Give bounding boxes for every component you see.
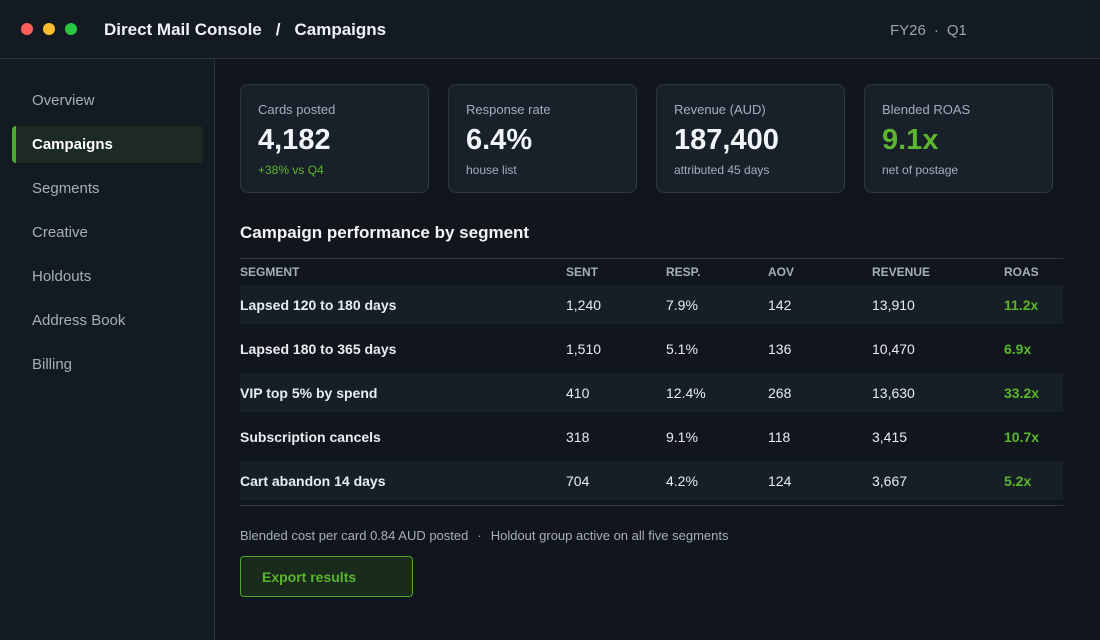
table-row[interactable]: Lapsed 120 to 180 days 1,240 7.9% 142 13… bbox=[240, 285, 1063, 329]
close-window-button[interactable] bbox=[21, 23, 33, 35]
table-row[interactable]: Subscription cancels 318 9.1% 118 3,415 … bbox=[240, 417, 1063, 461]
row-background bbox=[240, 461, 1063, 500]
kpi-value: 187,400 bbox=[674, 124, 779, 156]
segment-name: Lapsed 180 to 365 days bbox=[240, 340, 397, 357]
column-header-aov[interactable]: AOV bbox=[768, 265, 795, 279]
table-title: Campaign performance by segment bbox=[240, 223, 530, 242]
minimize-window-button[interactable] bbox=[43, 23, 55, 35]
sidebar-item-address-book[interactable]: Address Book bbox=[12, 302, 203, 339]
footnote-separator: · bbox=[477, 528, 482, 543]
kpi-subtitle: house list bbox=[466, 163, 517, 177]
aov-value: 268 bbox=[768, 384, 792, 401]
aov-value: 124 bbox=[768, 472, 792, 489]
aov-value: 118 bbox=[768, 428, 791, 445]
sidebar-item-label: Campaigns bbox=[32, 136, 113, 153]
breadcrumb: Direct Mail Console / Campaigns bbox=[104, 20, 386, 40]
kpi-card-response-rate: Response rate 6.4% house list bbox=[448, 84, 637, 193]
column-header-roas[interactable]: ROAS bbox=[1004, 265, 1039, 279]
column-header-response[interactable]: RESP. bbox=[666, 265, 701, 279]
sent-count: 410 bbox=[566, 384, 590, 401]
table-row[interactable]: Cart abandon 14 days 704 4.2% 124 3,667 … bbox=[240, 461, 1063, 505]
response-rate: 7.9% bbox=[666, 296, 698, 313]
window-controls bbox=[21, 23, 77, 35]
sent-count: 704 bbox=[566, 472, 590, 489]
kpi-value: 4,182 bbox=[258, 124, 331, 156]
sidebar-item-label: Overview bbox=[32, 92, 95, 109]
sent-count: 318 bbox=[566, 428, 590, 445]
sidebar-item-holdouts[interactable]: Holdouts bbox=[12, 258, 203, 295]
aov-value: 136 bbox=[768, 340, 792, 357]
aov-value: 142 bbox=[768, 296, 792, 313]
column-header-sent[interactable]: SENT bbox=[566, 265, 599, 279]
sidebar-item-label: Segments bbox=[32, 180, 100, 197]
segment-performance-table: SEGMENT SENT RESP. AOV REVENUE ROAS Laps… bbox=[240, 258, 1063, 505]
revenue-value: 13,910 bbox=[872, 296, 915, 313]
segment-name: VIP top 5% by spend bbox=[240, 384, 378, 401]
row-background bbox=[240, 285, 1063, 324]
footnote-cost: Blended cost per card 0.84 AUD posted bbox=[240, 528, 469, 543]
sidebar-item-overview[interactable]: Overview bbox=[12, 82, 203, 119]
segment-name: Cart abandon 14 days bbox=[240, 472, 386, 489]
segment-name: Subscription cancels bbox=[240, 428, 381, 445]
kpi-label: Revenue (AUD) bbox=[674, 102, 766, 117]
period-separator: · bbox=[933, 22, 939, 39]
response-rate: 5.1% bbox=[666, 340, 698, 357]
footnote: Blended cost per card 0.84 AUD posted · … bbox=[240, 528, 728, 543]
sidebar-item-label: Address Book bbox=[32, 312, 126, 329]
roas-value: 11.2x bbox=[1004, 296, 1039, 313]
table-divider bbox=[240, 505, 1063, 506]
title-bar: Direct Mail Console / Campaigns FY26 · Q… bbox=[0, 0, 1100, 59]
revenue-value: 3,667 bbox=[872, 472, 908, 489]
response-rate: 9.1% bbox=[666, 428, 698, 445]
sidebar-item-billing[interactable]: Billing bbox=[12, 346, 203, 383]
sent-count: 1,510 bbox=[566, 340, 602, 357]
roas-value: 5.2x bbox=[1004, 472, 1032, 489]
roas-value: 10.7x bbox=[1004, 428, 1040, 445]
kpi-label: Blended ROAS bbox=[882, 102, 971, 117]
kpi-value: 9.1x bbox=[882, 124, 939, 156]
table-header-row: SEGMENT SENT RESP. AOV REVENUE ROAS bbox=[240, 259, 1063, 285]
period-indicator: FY26 · Q1 bbox=[890, 22, 967, 39]
kpi-value: 6.4% bbox=[466, 124, 533, 156]
sidebar-item-segments[interactable]: Segments bbox=[12, 170, 203, 207]
revenue-value: 13,630 bbox=[872, 384, 915, 401]
kpi-subtitle: net of postage bbox=[882, 163, 959, 177]
segment-name: Lapsed 120 to 180 days bbox=[240, 296, 397, 313]
response-rate: 4.2% bbox=[666, 472, 698, 489]
breadcrumb-app-name[interactable]: Direct Mail Console bbox=[104, 20, 262, 39]
kpi-card-cards-posted: Cards posted 4,182 +38% vs Q4 bbox=[240, 84, 429, 193]
kpi-label: Cards posted bbox=[258, 102, 336, 117]
export-button-label: Export results bbox=[262, 568, 357, 585]
roas-value: 33.2x bbox=[1004, 384, 1040, 401]
table-row[interactable]: VIP top 5% by spend 410 12.4% 268 13,630… bbox=[240, 373, 1063, 417]
sidebar-item-campaigns[interactable]: Campaigns bbox=[12, 126, 203, 163]
kpi-label: Response rate bbox=[466, 102, 551, 117]
period-year: FY26 bbox=[890, 22, 926, 39]
breadcrumb-separator: / bbox=[275, 20, 281, 39]
sidebar: Overview Campaigns Segments Creative Hol… bbox=[0, 59, 215, 640]
kpi-card-revenue: Revenue (AUD) 187,400 attributed 45 days bbox=[656, 84, 845, 193]
sidebar-item-creative[interactable]: Creative bbox=[12, 214, 203, 251]
revenue-value: 3,415 bbox=[872, 428, 908, 445]
breadcrumb-section: Campaigns bbox=[294, 20, 387, 39]
period-quarter: Q1 bbox=[946, 22, 967, 39]
export-results-button[interactable]: Export results bbox=[240, 556, 413, 597]
sidebar-item-label: Creative bbox=[32, 224, 88, 241]
sidebar-item-label: Billing bbox=[32, 356, 73, 373]
kpi-delta: +38% vs Q4 bbox=[258, 163, 324, 177]
column-header-segment[interactable]: SEGMENT bbox=[240, 265, 300, 279]
column-header-revenue[interactable]: REVENUE bbox=[872, 265, 931, 279]
revenue-value: 10,470 bbox=[872, 340, 915, 357]
sent-count: 1,240 bbox=[566, 296, 602, 313]
maximize-window-button[interactable] bbox=[65, 23, 77, 35]
kpi-subtitle: attributed 45 days bbox=[674, 163, 770, 177]
row-background bbox=[240, 373, 1063, 412]
response-rate: 12.4% bbox=[666, 384, 706, 401]
footnote-holdout: Holdout group active on all five segment… bbox=[490, 528, 729, 543]
sidebar-item-label: Holdouts bbox=[32, 268, 92, 285]
roas-value: 6.9x bbox=[1004, 340, 1032, 357]
kpi-card-blended-roas: Blended ROAS 9.1x net of postage bbox=[864, 84, 1053, 193]
table-row[interactable]: Lapsed 180 to 365 days 1,510 5.1% 136 10… bbox=[240, 329, 1063, 373]
